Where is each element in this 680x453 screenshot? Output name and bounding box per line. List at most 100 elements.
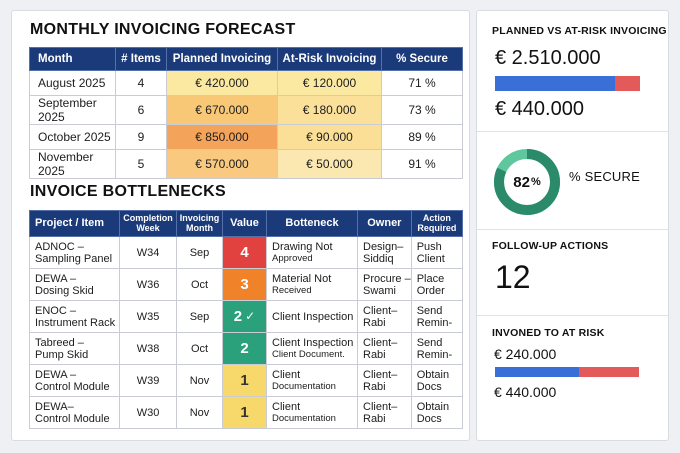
bottlenecks-table: Project / Item Completion Week Invoicing… [29, 210, 464, 429]
col-header-action[interactable]: Action Required [410, 210, 464, 237]
cell-month: Nov [176, 396, 223, 429]
forecast-row[interactable]: August 2025 4 € 420.000 € 120.000 71 % [29, 70, 463, 96]
cell-week: W35 [119, 300, 177, 333]
cell-items: 6 [115, 95, 167, 125]
forecast-table: Month # Items Planned Invoicing At-Risk … [29, 47, 463, 179]
invoiced-value: € 240.000 [494, 346, 557, 362]
col-header-owner[interactable]: Owner [357, 210, 412, 237]
cell-project-line-2: Pump Skid [35, 348, 89, 361]
col-header-bottleneck[interactable]: Botteneck [266, 210, 358, 237]
followup-label: FOLLOW-UP ACTIONS [492, 240, 609, 252]
cell-bottleneck-line-2: Documentation [272, 380, 336, 392]
cell-value: 2 ✓ [222, 300, 267, 333]
cell-month: September 2025 [29, 95, 116, 125]
cell-items: 4 [115, 70, 167, 96]
cell-value: 1 [222, 396, 267, 429]
forecast-row[interactable]: September 2025 6 € 670.000 € 180.000 73 % [29, 95, 463, 125]
col-header-items[interactable]: # Items [115, 47, 167, 71]
cell-value: 2 [222, 332, 267, 365]
check-icon: ✓ [245, 309, 256, 323]
cell-month: Sep [176, 236, 223, 269]
value-number: 1 [240, 403, 249, 421]
cell-bottleneck-line-2: Client Document. [272, 348, 345, 360]
cell-bottleneck-line-1: Client [272, 400, 301, 413]
cell-bottleneck-line-2: Approved [272, 252, 313, 264]
cell-action-line-1: Place [416, 272, 445, 285]
cell-items: 9 [115, 124, 167, 150]
cell-action: Send Remin- [410, 332, 464, 365]
cell-project-line-1: DEWA– [35, 400, 74, 413]
cell-bottleneck: Drawing Not Approved [266, 236, 358, 269]
at-risk-bar-segment [578, 367, 639, 377]
col-header-invoicing-month[interactable]: Invoicing Month [176, 210, 223, 237]
bottleneck-row[interactable]: ADNOC – Sampling Panel W34 Sep 4 Drawing Not A… [29, 236, 464, 269]
col-header-month[interactable]: Month [29, 47, 116, 71]
cell-action: Obtain Docs [410, 396, 464, 429]
col-header-project[interactable]: Project / Item [29, 210, 120, 237]
cell-project-line-2: Instrument Rack [35, 316, 116, 329]
donut-secure-arc [494, 149, 560, 215]
cell-value: 4 [222, 236, 267, 269]
cell-owner: Client– Rabi [357, 364, 412, 397]
cell-owner: Design– Siddiq [357, 236, 412, 269]
cell-action-line-1: Send [416, 304, 443, 317]
divider [477, 131, 668, 132]
cell-owner: Client– Rabi [357, 300, 412, 333]
cell-month: October 2025 [29, 124, 116, 150]
cell-action-line-2: Client [416, 252, 445, 265]
cell-month: Oct [176, 268, 223, 301]
col-header-completion-week[interactable]: Completion Week [119, 210, 177, 237]
cell-project: ADNOC – Sampling Panel [29, 236, 120, 269]
cell-owner: Procure – Swami [357, 268, 412, 301]
bottleneck-row[interactable]: Tabreed – Pump Skid W38 Oct 2 Client Inspecti… [29, 332, 464, 365]
planned-vs-risk-label: PLANNED VS AT-RISK INVOICING [492, 25, 667, 37]
cell-planned: € 570.000 [166, 149, 278, 179]
bottleneck-row[interactable]: DEWA– Control Module W30 Nov 1 Client Document… [29, 396, 464, 429]
cell-bottleneck-line-2: Received [272, 284, 312, 296]
cell-action: Place Order [410, 268, 464, 301]
cell-month: Nov [176, 364, 223, 397]
value-number: 2 [240, 339, 249, 357]
cell-project: ENOC – Instrument Rack [29, 300, 120, 333]
invoiced-bar-segment [495, 367, 579, 377]
forecast-row[interactable]: November 2025 5 € 570.000 € 50.000 91 % [29, 149, 463, 179]
cell-week: W36 [119, 268, 177, 301]
cell-items: 5 [115, 149, 167, 179]
cell-month: November 2025 [29, 149, 116, 179]
col-header-value[interactable]: Value [222, 210, 267, 237]
invoiced-vs-risk-bar [495, 367, 639, 377]
col-header-at-risk[interactable]: At-Risk Invoicing [277, 47, 382, 71]
cell-action-line-1: Push [416, 240, 442, 253]
cell-at-risk: € 90.000 [277, 124, 382, 150]
secure-donut-chart [494, 149, 560, 215]
invoiced-risk: € 440.000 [494, 384, 557, 400]
cell-action-line-2: Docs [416, 380, 442, 393]
cell-secure: 73 % [381, 95, 463, 125]
invoiced-label: INVONED TO AT RISK [492, 327, 605, 339]
cell-bottleneck-line-1: Client Inspection [272, 336, 354, 349]
cell-project-line-1: ADNOC – [35, 240, 84, 253]
col-header-planned[interactable]: Planned Invoicing [166, 47, 278, 71]
value-number: 4 [240, 243, 249, 261]
cell-bottleneck-line-1: Client Inspection [272, 310, 354, 323]
cell-project: DEWA– Control Module [29, 396, 120, 429]
cell-bottleneck-line-1: Drawing Not [272, 240, 333, 253]
cell-value: 3 [222, 268, 267, 301]
planned-bar-segment [495, 76, 616, 91]
cell-month: August 2025 [29, 70, 116, 96]
cell-project-line-2: Dosing Skid [35, 284, 94, 297]
bottleneck-row[interactable]: ENOC – Instrument Rack W35 Sep 2 ✓ Client Insp… [29, 300, 464, 333]
secure-pct-sign: % [530, 176, 541, 188]
bottleneck-row[interactable]: DEWA – Dosing Skid W36 Oct 3 Material Not Rece… [29, 268, 464, 301]
cell-action-line-1: Obtain [416, 368, 450, 381]
cell-week: W38 [119, 332, 177, 365]
cell-project-line-2: Control Module [35, 380, 110, 393]
at-risk-bar-segment [615, 76, 640, 91]
forecast-row[interactable]: October 2025 9 € 850.000 € 90.000 89 % [29, 124, 463, 150]
col-header-secure[interactable]: % Secure [381, 47, 463, 71]
bottleneck-row[interactable]: DEWA – Control Module W39 Nov 1 Client Documen… [29, 364, 464, 397]
cell-owner-line-2: Swami [363, 284, 397, 297]
cell-action-line-2: Docs [416, 412, 442, 425]
cell-bottleneck: Client Documentation [266, 396, 358, 429]
risk-total: € 440.000 [495, 98, 584, 120]
